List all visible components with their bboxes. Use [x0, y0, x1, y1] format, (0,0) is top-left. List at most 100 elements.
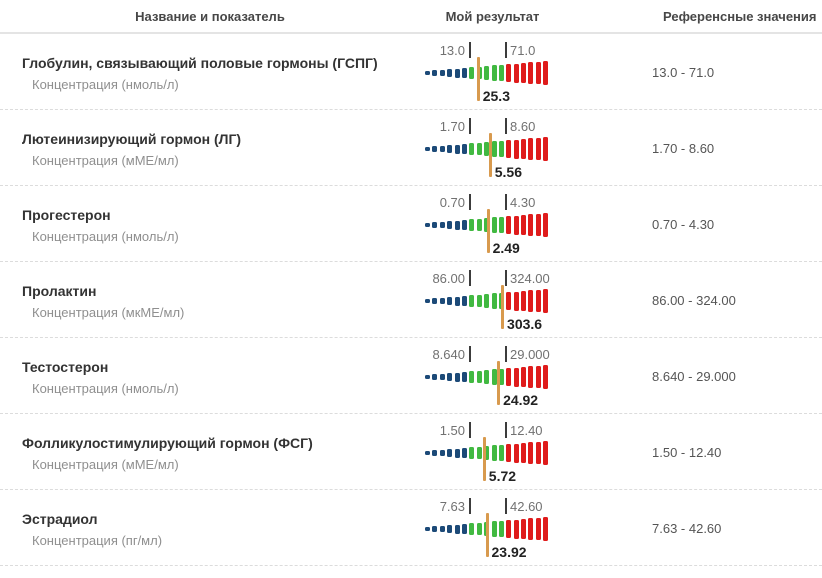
parameter-cell: Тестостерон Концентрация (нмоль/л): [0, 338, 420, 413]
range-min-label: 0.70: [439, 195, 465, 210]
above-range-segment: [513, 291, 519, 311]
result-marker: [485, 513, 489, 557]
reference-value: 0.70 - 4.30: [652, 217, 715, 232]
range-max-tick: [505, 346, 507, 362]
above-range-segment: [535, 441, 541, 465]
range-bar: [425, 59, 549, 87]
above-range-segment: [535, 213, 541, 237]
above-range-segment: [535, 61, 541, 85]
below-range-segment: [425, 527, 430, 531]
range-indicator: 0.70 4.30 2.49: [425, 194, 549, 260]
below-range-segment: [432, 146, 438, 152]
result-value-row: 23.92: [425, 543, 549, 563]
parameter-name: Глобулин, связывающий половые гормоны (Г…: [22, 55, 378, 71]
below-range-segment: [447, 145, 453, 153]
normal-range-segment: [498, 520, 504, 538]
range-indicator: 86.00 324.00 303.6: [425, 270, 550, 336]
range-max-label: 29.000: [510, 347, 550, 362]
above-range-segment: [521, 62, 527, 84]
above-range-segment: [521, 138, 527, 160]
parameter-cell: Прогестерон Концентрация (нмоль/л): [0, 186, 420, 261]
result-row: Прогестерон Концентрация (нмоль/л) 0.70 …: [0, 186, 822, 262]
parameter-name: Пролактин: [22, 283, 97, 299]
below-range-segment: [454, 296, 460, 306]
above-range-segment: [528, 138, 534, 160]
above-range-segment: [528, 442, 534, 464]
below-range-segment: [439, 297, 445, 305]
above-range-segment: [528, 518, 534, 540]
column-header-result: Мой результат: [445, 8, 540, 24]
below-range-segment: [425, 71, 430, 75]
normal-range-segment: [469, 295, 475, 307]
parameter-name: Эстрадиол: [22, 511, 98, 527]
parameter-indicator: Концентрация (мМЕ/мл): [32, 153, 179, 168]
normal-range-segment: [469, 447, 475, 459]
result-marker: [486, 209, 490, 253]
normal-range-segment: [476, 522, 482, 536]
reference-value: 1.70 - 8.60: [652, 141, 715, 156]
result-row: Тестостерон Концентрация (нмоль/л) 8.640…: [0, 338, 822, 414]
above-range-segment: [506, 140, 512, 158]
above-range-segment: [528, 290, 534, 312]
range-max-tick: [505, 270, 507, 286]
above-range-segment: [506, 368, 512, 386]
result-cell: 0.70 4.30 2.49: [420, 186, 565, 261]
result-marker: [497, 361, 501, 405]
below-range-segment: [454, 372, 460, 382]
normal-range-segment: [469, 67, 475, 79]
below-range-segment: [461, 295, 467, 307]
parameter-cell: Лютеинизирующий гормон (ЛГ) Концентрация…: [0, 110, 420, 185]
parameter-name: Фолликулостимулирующий гормон (ФСГ): [22, 435, 313, 451]
result-cell: 8.640 29.000 24.92: [420, 338, 565, 413]
normal-range-segment: [484, 66, 490, 80]
above-range-segment: [535, 289, 541, 313]
parameter-name: Тестостерон: [22, 359, 109, 375]
above-range-segment: [543, 213, 549, 237]
above-range-segment: [543, 365, 549, 389]
range-min-tick: [469, 194, 471, 210]
parameter-indicator: Концентрация (нмоль/л): [32, 381, 179, 396]
range-tick-row: 7.63 42.60: [425, 498, 549, 515]
below-range-segment: [461, 523, 467, 535]
below-range-segment: [425, 299, 430, 303]
range-bar: [425, 211, 549, 239]
range-min-tick: [469, 42, 471, 58]
range-min-tick: [469, 118, 471, 134]
above-range-segment: [513, 519, 519, 539]
below-range-segment: [447, 525, 453, 533]
below-range-segment: [425, 223, 430, 227]
below-range-segment: [439, 69, 445, 77]
below-range-segment: [432, 526, 438, 532]
normal-range-segment: [469, 219, 475, 231]
range-bar: [425, 287, 549, 315]
above-range-segment: [528, 366, 534, 388]
below-range-segment: [432, 374, 438, 380]
results-table-header: Название и показатель Мой результат Рефе…: [0, 0, 822, 34]
range-max-label: 71.0: [510, 43, 536, 58]
range-tick-row: 0.70 4.30: [425, 194, 549, 211]
normal-range-segment: [476, 370, 482, 384]
range-indicator: 7.63 42.60 23.92: [425, 498, 549, 564]
normal-range-segment: [498, 216, 504, 234]
above-range-segment: [543, 517, 549, 541]
result-value-row: 24.92: [425, 391, 549, 411]
range-tick-row: 8.640 29.000: [425, 346, 550, 363]
parameter-indicator: Концентрация (нмоль/л): [32, 77, 179, 92]
below-range-segment: [461, 447, 467, 459]
normal-range-segment: [484, 370, 490, 384]
range-min-label: 7.63: [439, 499, 465, 514]
below-range-segment: [447, 69, 453, 77]
below-range-segment: [432, 222, 438, 228]
result-value: 25.3: [482, 88, 510, 104]
normal-range-segment: [498, 368, 504, 386]
range-max-label: 324.00: [510, 271, 550, 286]
below-range-segment: [439, 525, 445, 533]
result-value-row: 2.49: [425, 239, 549, 259]
normal-range-segment: [491, 445, 497, 461]
column-header-reference: Референсные значения: [663, 8, 817, 24]
parameter-cell: Глобулин, связывающий половые гормоны (Г…: [0, 34, 420, 109]
range-tick-row: 86.00 324.00: [425, 270, 550, 287]
normal-range-segment: [484, 294, 490, 308]
normal-range-segment: [491, 217, 497, 233]
below-range-segment: [461, 143, 467, 155]
